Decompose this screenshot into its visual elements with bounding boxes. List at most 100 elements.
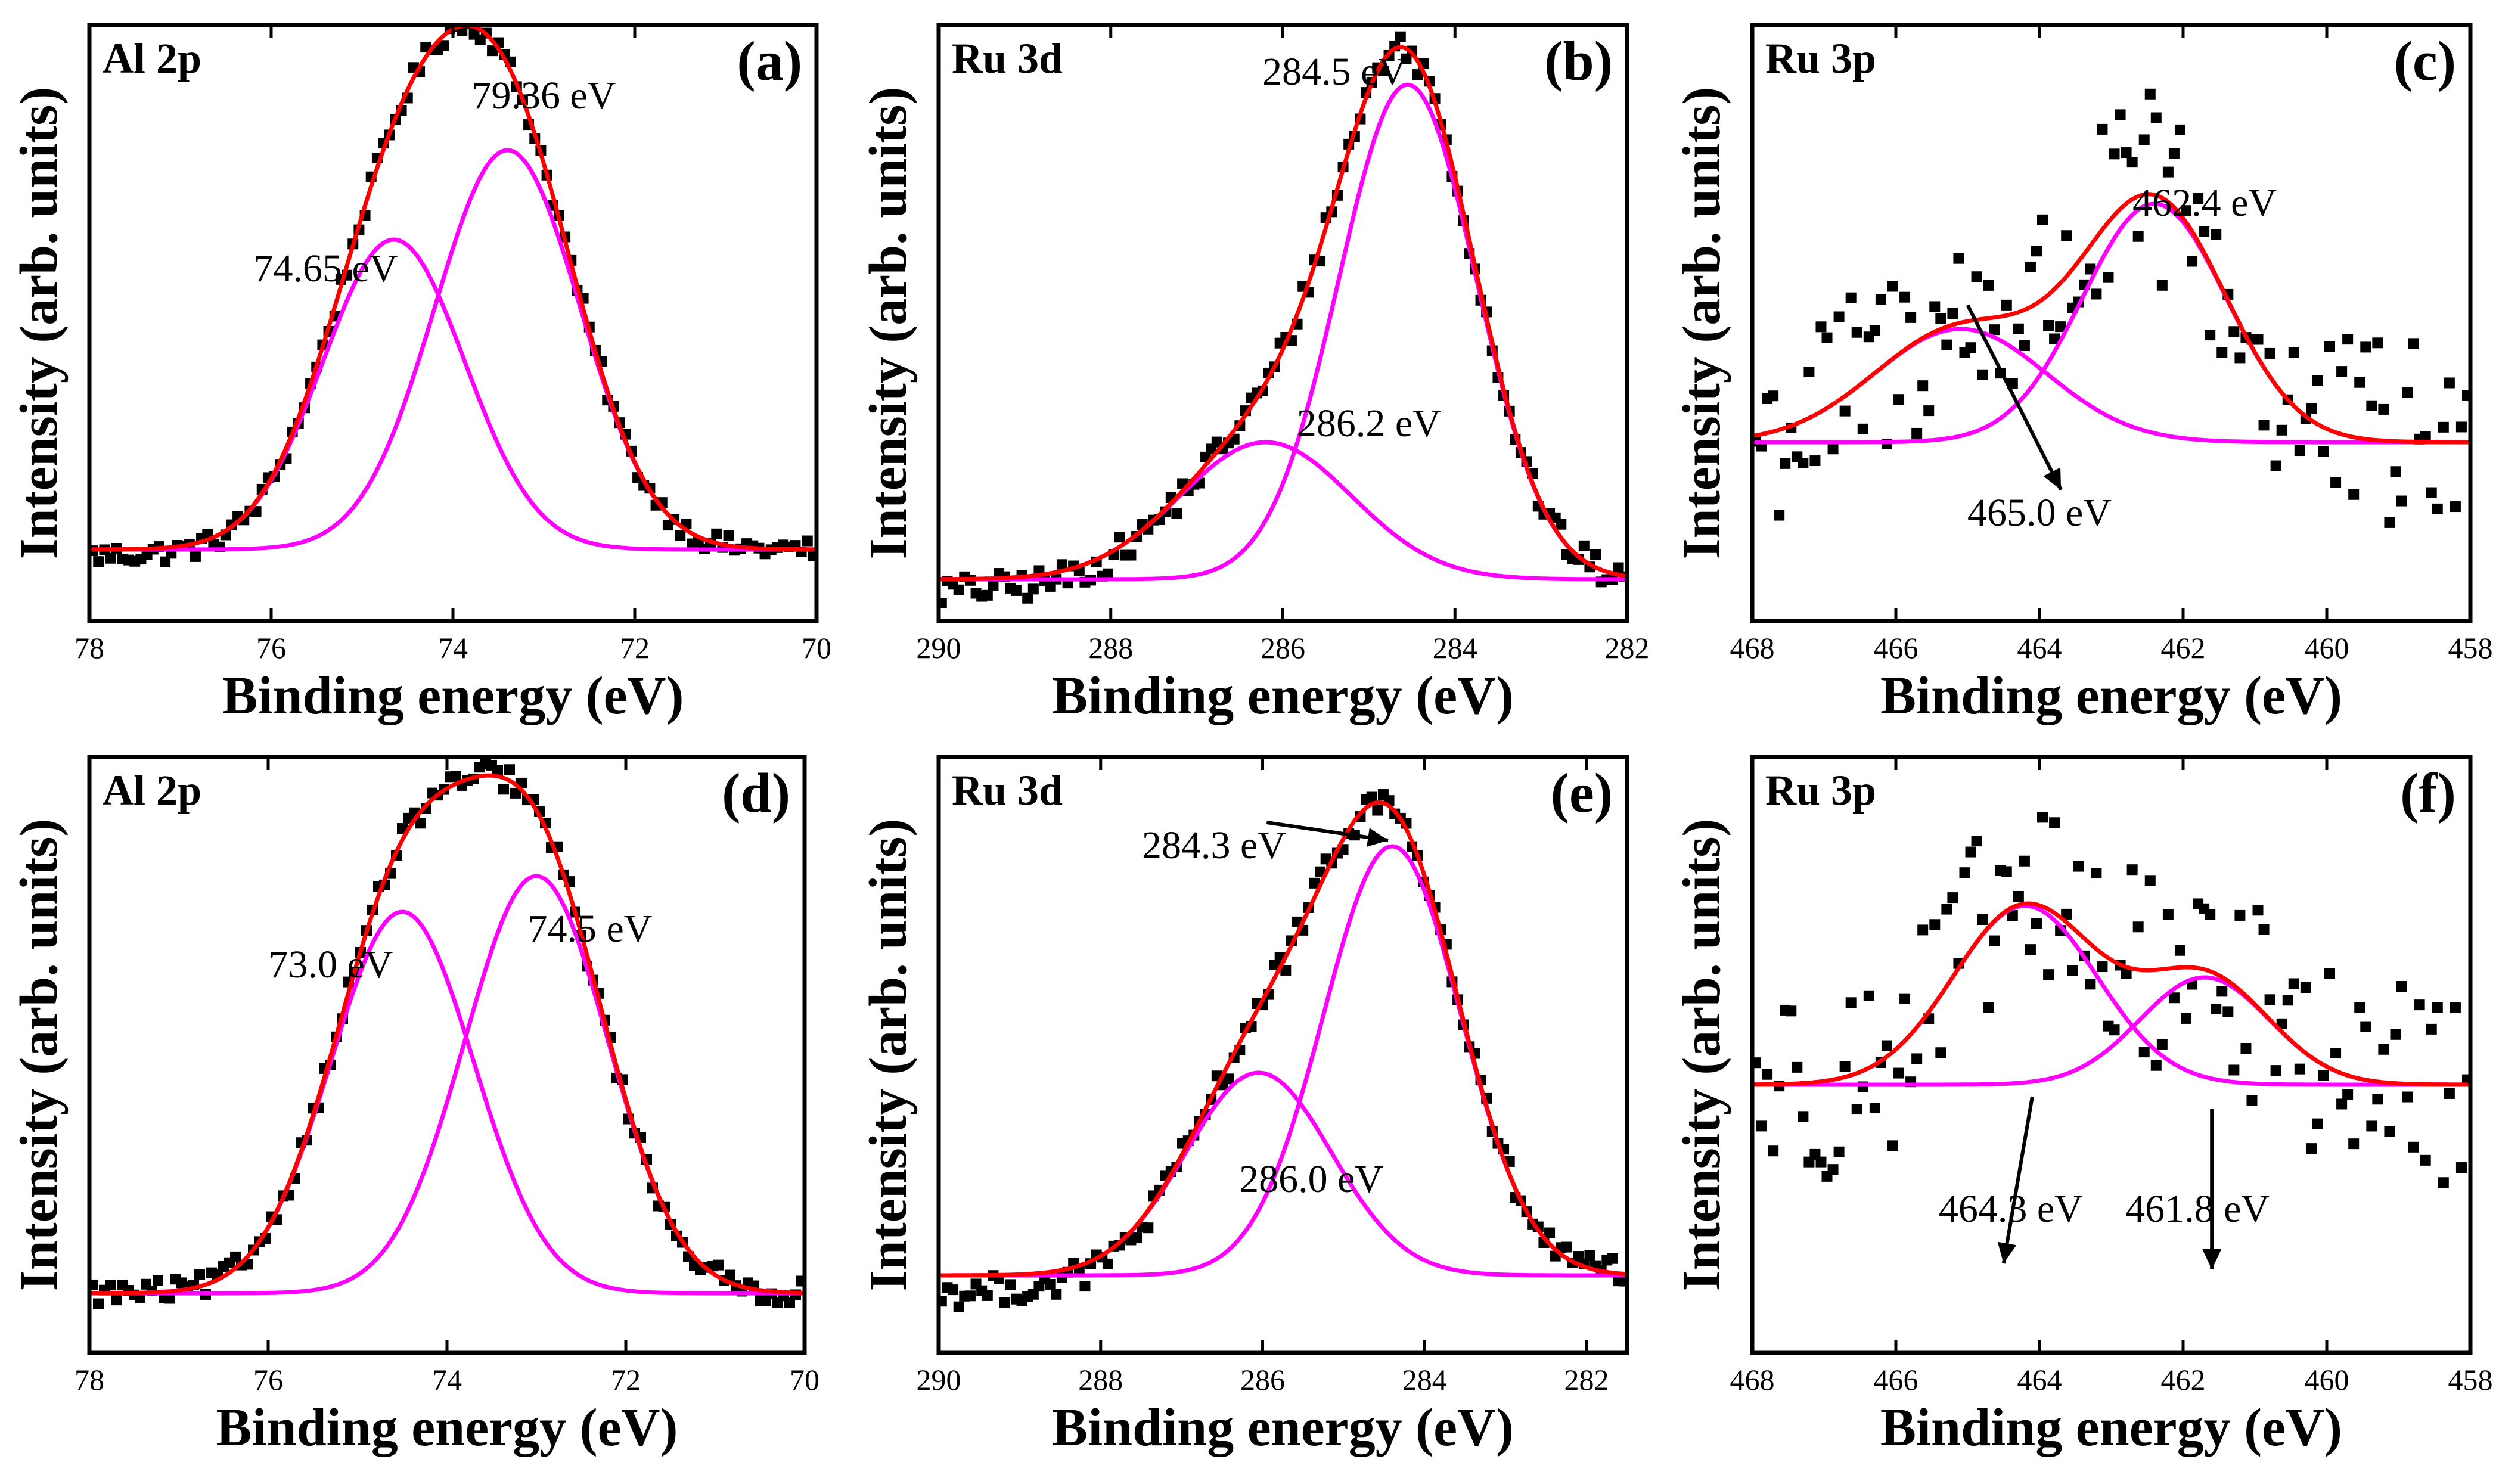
x-axis-label: Binding energy (eV): [1052, 1398, 1514, 1457]
x-tick-label: 74: [432, 1363, 462, 1396]
data-point: [2162, 909, 2174, 920]
data-point: [1971, 836, 1982, 847]
data-point: [2091, 868, 2102, 879]
panel-letter: (d): [722, 762, 790, 824]
data-point: [2019, 855, 2030, 867]
data-point: [713, 1259, 724, 1271]
peak-label: 462.4 eV: [2132, 181, 2277, 225]
data-point: [1584, 1250, 1595, 1261]
data-point: [2432, 503, 2443, 514]
plot-area: [939, 789, 1627, 1312]
peak-label: 74.5 eV: [528, 907, 653, 951]
data-point: [1798, 458, 1809, 469]
data-point: [2348, 1138, 2360, 1150]
arrow-line: [1266, 821, 1389, 842]
plot-area: [89, 25, 817, 567]
data-point: [2049, 817, 2060, 828]
data-point: [1893, 1067, 1905, 1079]
data-point: [2300, 982, 2311, 994]
data-point: [2270, 460, 2281, 471]
x-axis-label: Binding energy (eV): [1052, 666, 1514, 725]
data-point: [2234, 352, 2246, 364]
data-point: [2103, 272, 2114, 283]
data-point: [2402, 1091, 2413, 1103]
core-level-title: Al 2p: [103, 766, 201, 814]
data-point: [2091, 288, 2102, 300]
peak-label: 79.36 eV: [472, 74, 616, 117]
data-point: [2240, 1042, 2252, 1054]
panel-c: 468 466 464 462 460 458 Binding energy (eV) Int…: [1672, 23, 2493, 725]
data-point: [1768, 1145, 1779, 1157]
peak-label: 286.0 eV: [1239, 1157, 1383, 1201]
data-point: [2378, 1044, 2389, 1055]
x-tick-label: 76: [253, 1363, 283, 1396]
data-point: [1827, 1164, 1839, 1175]
data-point: [1881, 1040, 1892, 1051]
data-point: [1756, 1120, 1767, 1132]
fit-envelope: [1752, 192, 2470, 445]
data-point: [2246, 1095, 2258, 1106]
data-point: [1027, 583, 1039, 595]
data-point: [2396, 495, 2407, 507]
data-point: [1941, 904, 1952, 915]
data-point: [1102, 568, 1113, 579]
x-tick-label: 460: [2305, 1363, 2349, 1396]
panel-f: 468 466 464 462 460 458 Binding energy (eV) Int…: [1672, 755, 2493, 1457]
x-tick-label: 72: [611, 1363, 641, 1396]
data-point: [2168, 148, 2180, 159]
fit-component-2: [89, 148, 817, 552]
data-point: [2150, 1060, 2162, 1071]
data-point: [1953, 253, 1964, 264]
peak-label: 73.0 eV: [269, 943, 393, 986]
data-point: [105, 1280, 116, 1291]
data-point: [1143, 1222, 1154, 1234]
data-point: [2109, 1024, 2120, 1036]
data-point: [2461, 390, 2470, 401]
data-point: [415, 818, 426, 829]
fit-envelope: [89, 773, 805, 1296]
x-tick-label: 466: [1874, 1363, 1918, 1396]
data-point: [2330, 1048, 2342, 1059]
x-tick-label: 466: [1874, 631, 1918, 665]
data-point: [2390, 1029, 2401, 1040]
data-point: [1971, 271, 1982, 282]
data-point: [2312, 375, 2323, 386]
data-point: [2205, 909, 2216, 920]
data-point: [2324, 341, 2336, 352]
data-point: [1869, 325, 1880, 336]
data-point: [2366, 400, 2377, 411]
data-point: [2228, 1064, 2240, 1076]
data-point: [982, 589, 993, 601]
data-point: [1309, 877, 1320, 889]
data-point: [2013, 323, 2024, 334]
data-point: [982, 1290, 993, 1301]
data-point: [953, 1301, 964, 1312]
data-point: [723, 530, 734, 541]
data-point: [2264, 994, 2275, 1005]
x-tick-label: 290: [917, 1363, 961, 1396]
data-point: [2426, 487, 2437, 498]
x-tick-label: 462: [2161, 1363, 2206, 1396]
data-point: [2126, 864, 2138, 876]
data-point: [2193, 193, 2204, 204]
x-tick-label: 468: [1730, 1363, 1775, 1396]
fit-envelope: [1752, 901, 2470, 1087]
data-point: [2438, 421, 2449, 433]
data-point: [1079, 1281, 1091, 1292]
x-tick-label: 460: [2305, 631, 2349, 665]
data-point: [2288, 347, 2299, 358]
data-point: [111, 1294, 122, 1306]
data-point: [2156, 280, 2168, 291]
data-point: [2276, 424, 2287, 436]
fit-envelope: [939, 800, 1627, 1278]
arrow-head-icon: [2043, 467, 2062, 490]
data-point: [2222, 1006, 2234, 1017]
data-point: [2450, 1002, 2461, 1013]
x-tick-label: 70: [790, 1363, 819, 1396]
data-point: [2258, 420, 2270, 431]
data-point: [2420, 431, 2431, 442]
panel-d: 78 76 74 72 70 Binding energy (eV) Intensity (…: [10, 755, 819, 1457]
data-point: [194, 1269, 205, 1280]
plot-area: [939, 31, 1627, 608]
data-point: [498, 784, 509, 795]
